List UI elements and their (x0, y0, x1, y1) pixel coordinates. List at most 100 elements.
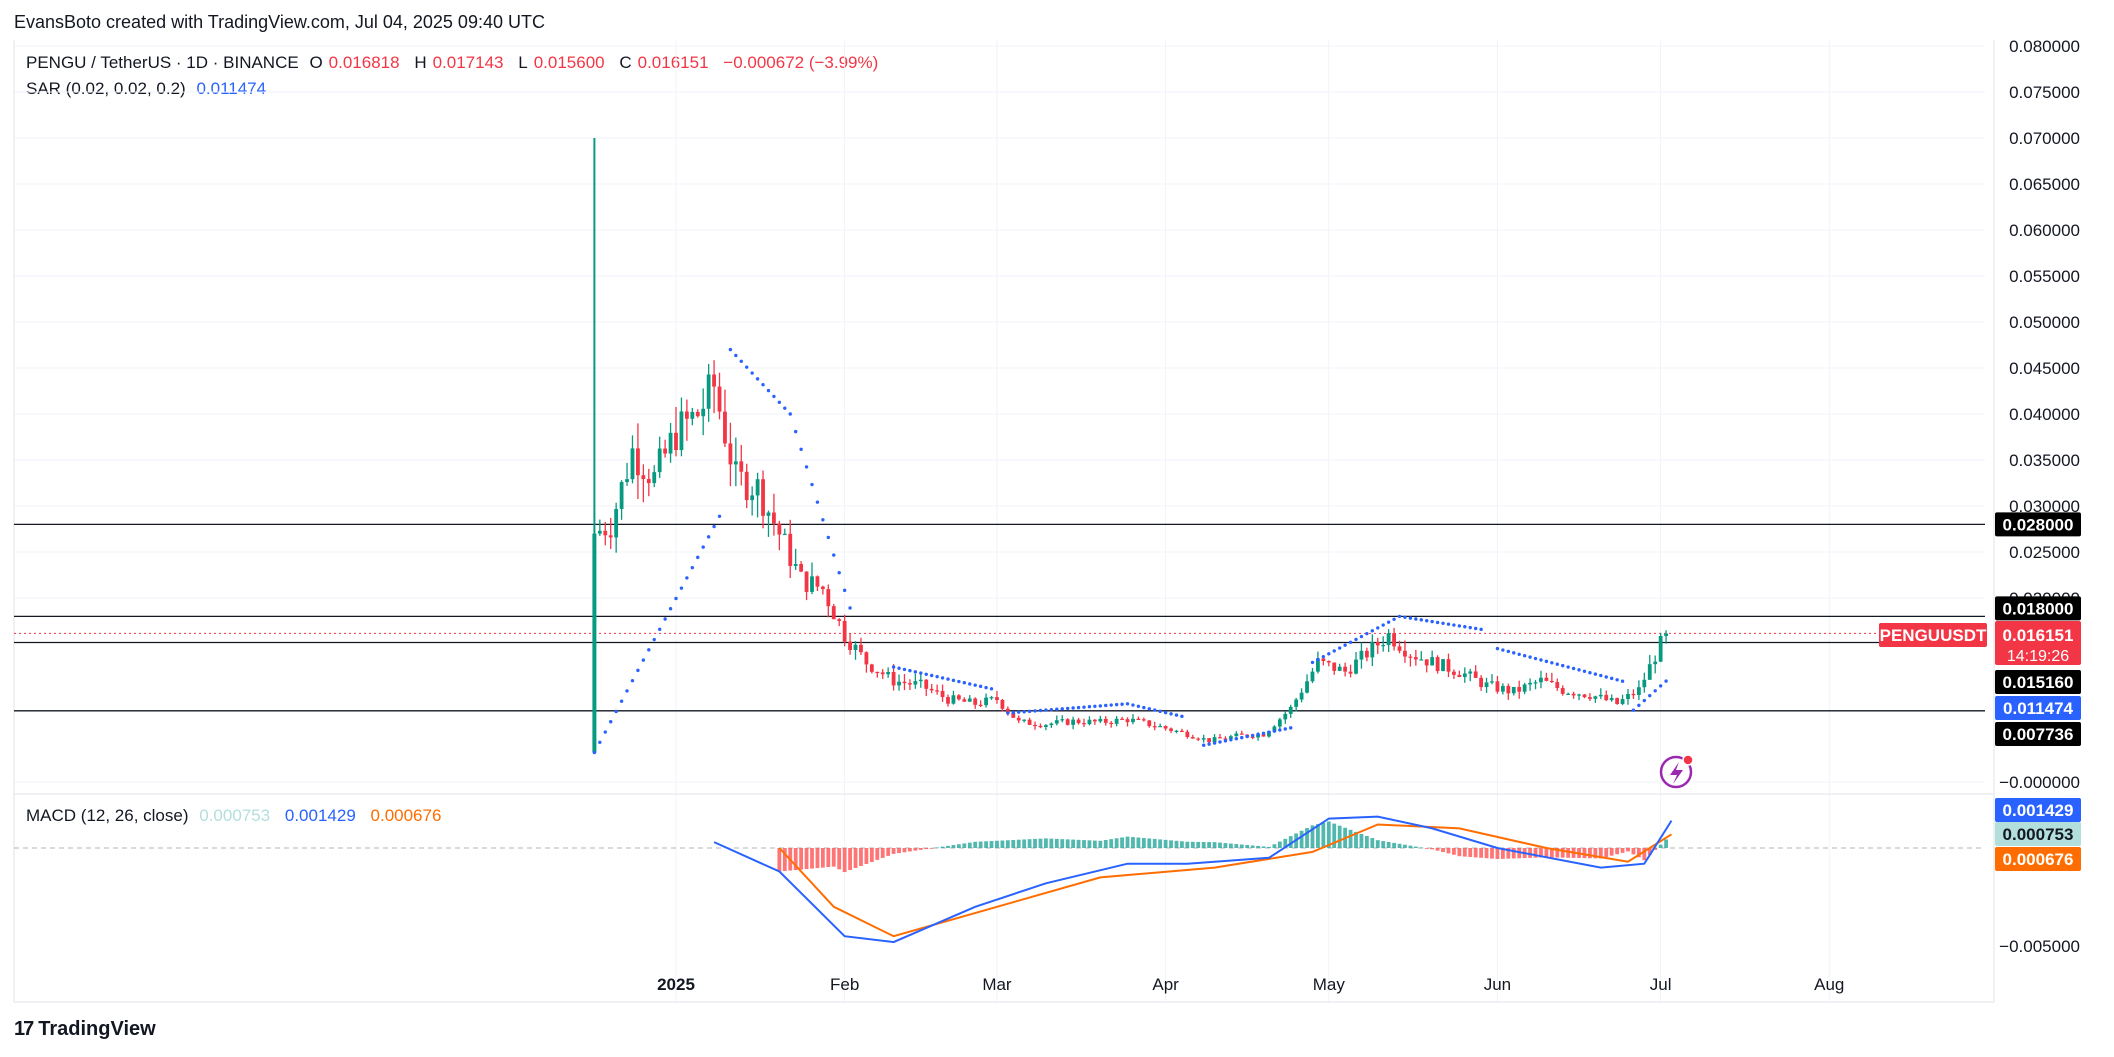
macd-histogram-bar (864, 848, 869, 864)
candle-body (1609, 698, 1614, 701)
sar-dot (1397, 614, 1402, 619)
macd-histogram-bar (902, 848, 907, 853)
macd-histogram-bar (1435, 848, 1440, 851)
candle-body (880, 672, 885, 675)
sar-dot (1441, 621, 1445, 625)
candle-body (1136, 718, 1141, 720)
candle-body (657, 448, 662, 473)
macd-histogram-bar (820, 848, 825, 868)
candle-body (1343, 666, 1348, 672)
symbol-tag: PENGUUSDT (1879, 623, 1987, 647)
sar-dot (614, 709, 618, 714)
level-label-0077-text: 0.007736 (2003, 725, 2074, 744)
lightning-icon[interactable] (1659, 754, 1694, 789)
macd-histogram-bar (1109, 839, 1114, 848)
sar-dot (1473, 626, 1478, 631)
candle-body (674, 432, 678, 451)
sar-dot (1147, 707, 1151, 711)
candle-body (630, 448, 635, 480)
sar-dot (1104, 703, 1108, 708)
sar-dot (647, 648, 651, 652)
candle-body (1479, 677, 1484, 688)
macd-histogram-bar (1223, 843, 1228, 848)
candle-body (608, 535, 613, 538)
candle-body (1163, 726, 1168, 729)
tradingview-logo[interactable]: 17 TradingView (14, 1018, 156, 1041)
macd-histogram-bar (1131, 837, 1135, 848)
macd-histogram-bar (1038, 838, 1043, 848)
sar-dot (1093, 704, 1097, 709)
macd-histogram-bar (1326, 821, 1331, 848)
sar-dot (1561, 663, 1565, 668)
sar-dot (1648, 693, 1652, 698)
sar-dot (1631, 708, 1636, 712)
x-tick-label: 2025 (657, 975, 695, 994)
macd-histogram-bar (1609, 848, 1614, 856)
candle-body (717, 386, 722, 412)
candle-body (1239, 733, 1244, 735)
candle-body (831, 606, 836, 620)
candle-body (799, 563, 804, 572)
x-tick-label: Aug (1814, 975, 1844, 994)
candle-body (1511, 686, 1516, 694)
candle-body (1598, 694, 1603, 697)
level-label-0077-bg (1995, 722, 2081, 746)
macd-histogram-bar (967, 842, 972, 848)
macd-histogram-bar (1555, 848, 1560, 858)
candle-body (1615, 698, 1620, 704)
macd-histogram-bar (1103, 839, 1108, 848)
macd-histogram-bar (962, 843, 967, 848)
y-tick-label: 0.040000 (2009, 405, 2080, 424)
y-tick-label: 0.070000 (2009, 129, 2080, 148)
macd-histogram-bar (1539, 848, 1543, 858)
open-value: 0.016818 (328, 53, 400, 72)
candle-body (935, 690, 940, 692)
candle-body (1441, 659, 1445, 672)
candle-body (761, 479, 765, 516)
candle-body (712, 374, 716, 387)
sar-dot (1256, 732, 1260, 737)
candle-body (777, 523, 782, 535)
candle-body (1332, 662, 1337, 671)
candle-body (701, 408, 706, 417)
candle-body (1354, 659, 1358, 674)
sar-dot (1261, 731, 1266, 735)
macd-signal-tag-bg (1995, 847, 2081, 871)
sar-dot (1365, 631, 1369, 636)
sar-dot (1588, 671, 1592, 675)
macd-signal-tag-text: 0.000676 (2003, 850, 2074, 869)
candle-body (1228, 736, 1233, 739)
macd-histogram-bar (1033, 838, 1037, 848)
macd-y-tick-label: −0.005000 (1999, 937, 2080, 956)
candle-body (625, 479, 629, 483)
sar-dot (1555, 662, 1559, 666)
sar-dot (761, 383, 765, 387)
macd-histogram-bar (1386, 841, 1391, 848)
sar-dot (657, 627, 662, 631)
candle-body (1082, 723, 1086, 725)
candle-body (1196, 738, 1201, 740)
macd-histogram-bar (880, 848, 885, 858)
macd-histogram-bar (929, 848, 934, 849)
candle-body (1370, 642, 1375, 658)
candle-body (1294, 699, 1299, 707)
candle-body (1277, 719, 1282, 727)
macd-legend: MACD (12, 26, close) 0.000753 0.001429 0… (26, 806, 447, 826)
candle-body (1299, 692, 1304, 700)
sar-label-tag-text: 0.011474 (2003, 699, 2074, 718)
macd-histogram-bar (1044, 838, 1048, 848)
macd-histogram-bar (1201, 841, 1206, 848)
candle-body (1381, 645, 1386, 647)
macd-histogram-bar (1250, 845, 1255, 848)
candle-body (1180, 730, 1184, 732)
macd-histogram-bar (1147, 838, 1152, 848)
macd-line-tag: 0.001429 (1995, 798, 2081, 822)
macd-histogram-bar (1125, 836, 1130, 848)
current-price-bg (1995, 621, 2081, 665)
sar-dot (799, 447, 803, 451)
sar-dot (837, 571, 841, 575)
macd-histogram-bar (1256, 845, 1260, 848)
sar-dot (1615, 678, 1619, 682)
macd-histogram-bar (1245, 844, 1250, 848)
